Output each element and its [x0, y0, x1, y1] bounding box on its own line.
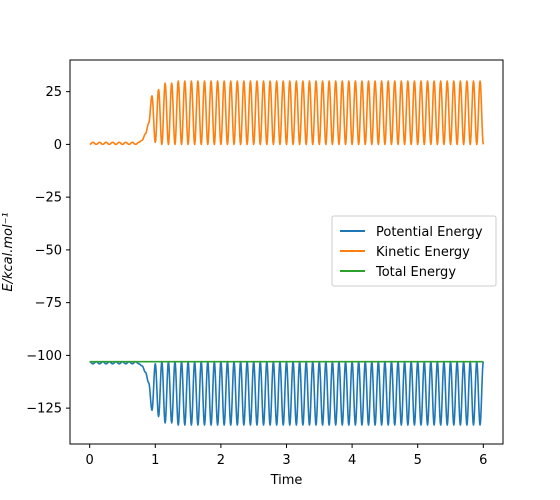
- x-axis: 0 1 2 3 4 5 6: [86, 444, 487, 468]
- y-tick-label: 0: [54, 138, 62, 153]
- legend-box: [331, 215, 497, 287]
- legend-label-potential: Potential Energy: [376, 225, 483, 240]
- y-tick-label: −125: [26, 402, 62, 417]
- x-tick-label: 5: [414, 453, 422, 468]
- x-tick-label: 2: [217, 453, 225, 468]
- y-tick-label: −25: [35, 191, 62, 206]
- y-tick-label: 25: [45, 85, 62, 100]
- legend: Potential Energy Kinetic Energy Total En…: [331, 215, 497, 287]
- y-axis: 25 0 −25 −50 −75 −100 −125: [26, 85, 70, 417]
- x-tick-label: 4: [348, 453, 356, 468]
- x-tick-label: 6: [479, 453, 487, 468]
- kinetic-energy-line: [89, 80, 485, 146]
- x-axis-label: Time: [270, 473, 303, 488]
- y-tick-label: −50: [35, 243, 62, 258]
- potential-energy-line: [89, 360, 485, 426]
- y-axis-label: E/kcal.mol⁻¹: [1, 212, 16, 291]
- legend-label-kinetic: Kinetic Energy: [376, 245, 470, 260]
- y-tick-label: −75: [35, 296, 62, 311]
- x-tick-label: 3: [282, 453, 290, 468]
- x-tick-label: 0: [86, 453, 94, 468]
- y-tick-label: −100: [26, 349, 62, 364]
- x-tick-label: 1: [151, 453, 159, 468]
- legend-label-total: Total Energy: [375, 265, 456, 280]
